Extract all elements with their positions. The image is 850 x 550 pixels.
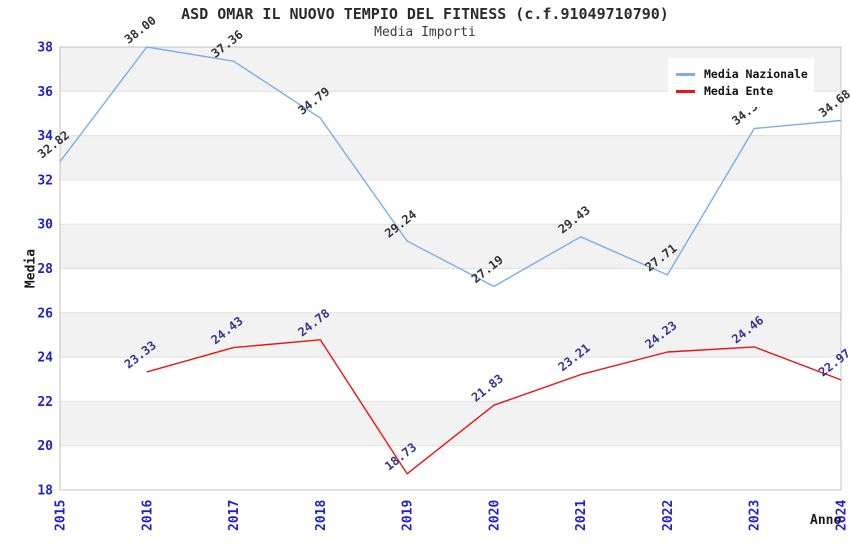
svg-text:18: 18: [37, 484, 53, 499]
legend-label: Media Ente: [704, 84, 774, 98]
svg-text:34: 34: [37, 129, 53, 144]
legend-line-icon: [676, 89, 695, 93]
legend-label: Media Nazionale: [704, 67, 808, 81]
legend-item-media-nazionale: Media Nazionale: [676, 66, 808, 82]
grid-bands: [60, 47, 841, 446]
svg-text:2020: 2020: [487, 500, 502, 531]
svg-text:20: 20: [37, 439, 53, 454]
gridlines: [60, 90, 841, 447]
chart-title: ASD OMAR IL NUOVO TEMPIO DEL FITNESS (c.…: [181, 5, 669, 23]
y-axis-title: Media: [23, 248, 39, 289]
x-axis-title: Anno: [810, 513, 842, 528]
svg-text:21.83: 21.83: [469, 371, 506, 404]
svg-text:32: 32: [37, 173, 53, 188]
legend: Media Nazionale Media Ente: [668, 58, 814, 107]
svg-text:2017: 2017: [227, 500, 242, 531]
chart-subtitle: Media Importi: [374, 25, 476, 40]
svg-text:22: 22: [37, 395, 53, 410]
svg-text:2016: 2016: [140, 500, 155, 531]
y-axis-ticks: 18 20 22 24 26 28 30 32 34 36 38: [37, 41, 53, 499]
svg-text:28: 28: [37, 262, 53, 277]
plot-border: [59, 46, 842, 491]
series-line-media-ente: [146, 339, 842, 475]
svg-text:2018: 2018: [314, 500, 329, 531]
svg-text:24: 24: [37, 351, 53, 366]
svg-text:2023: 2023: [748, 500, 763, 531]
svg-text:30: 30: [37, 218, 53, 233]
svg-text:2019: 2019: [401, 500, 416, 531]
svg-text:2021: 2021: [574, 500, 589, 531]
legend-line-icon: [676, 72, 695, 76]
svg-text:36: 36: [37, 85, 53, 100]
svg-text:2024: 2024: [835, 500, 850, 531]
svg-text:38: 38: [37, 41, 53, 56]
svg-text:2015: 2015: [54, 500, 69, 531]
legend-item-media-ente: Media Ente: [676, 83, 806, 99]
svg-text:26: 26: [37, 306, 53, 321]
x-axis-ticks: 2015 2016 2017 2018 2019 2020 2021 2022 2023 2024: [54, 500, 850, 531]
series-line-media-nazionale: [59, 46, 842, 288]
svg-text:2022: 2022: [661, 500, 676, 531]
